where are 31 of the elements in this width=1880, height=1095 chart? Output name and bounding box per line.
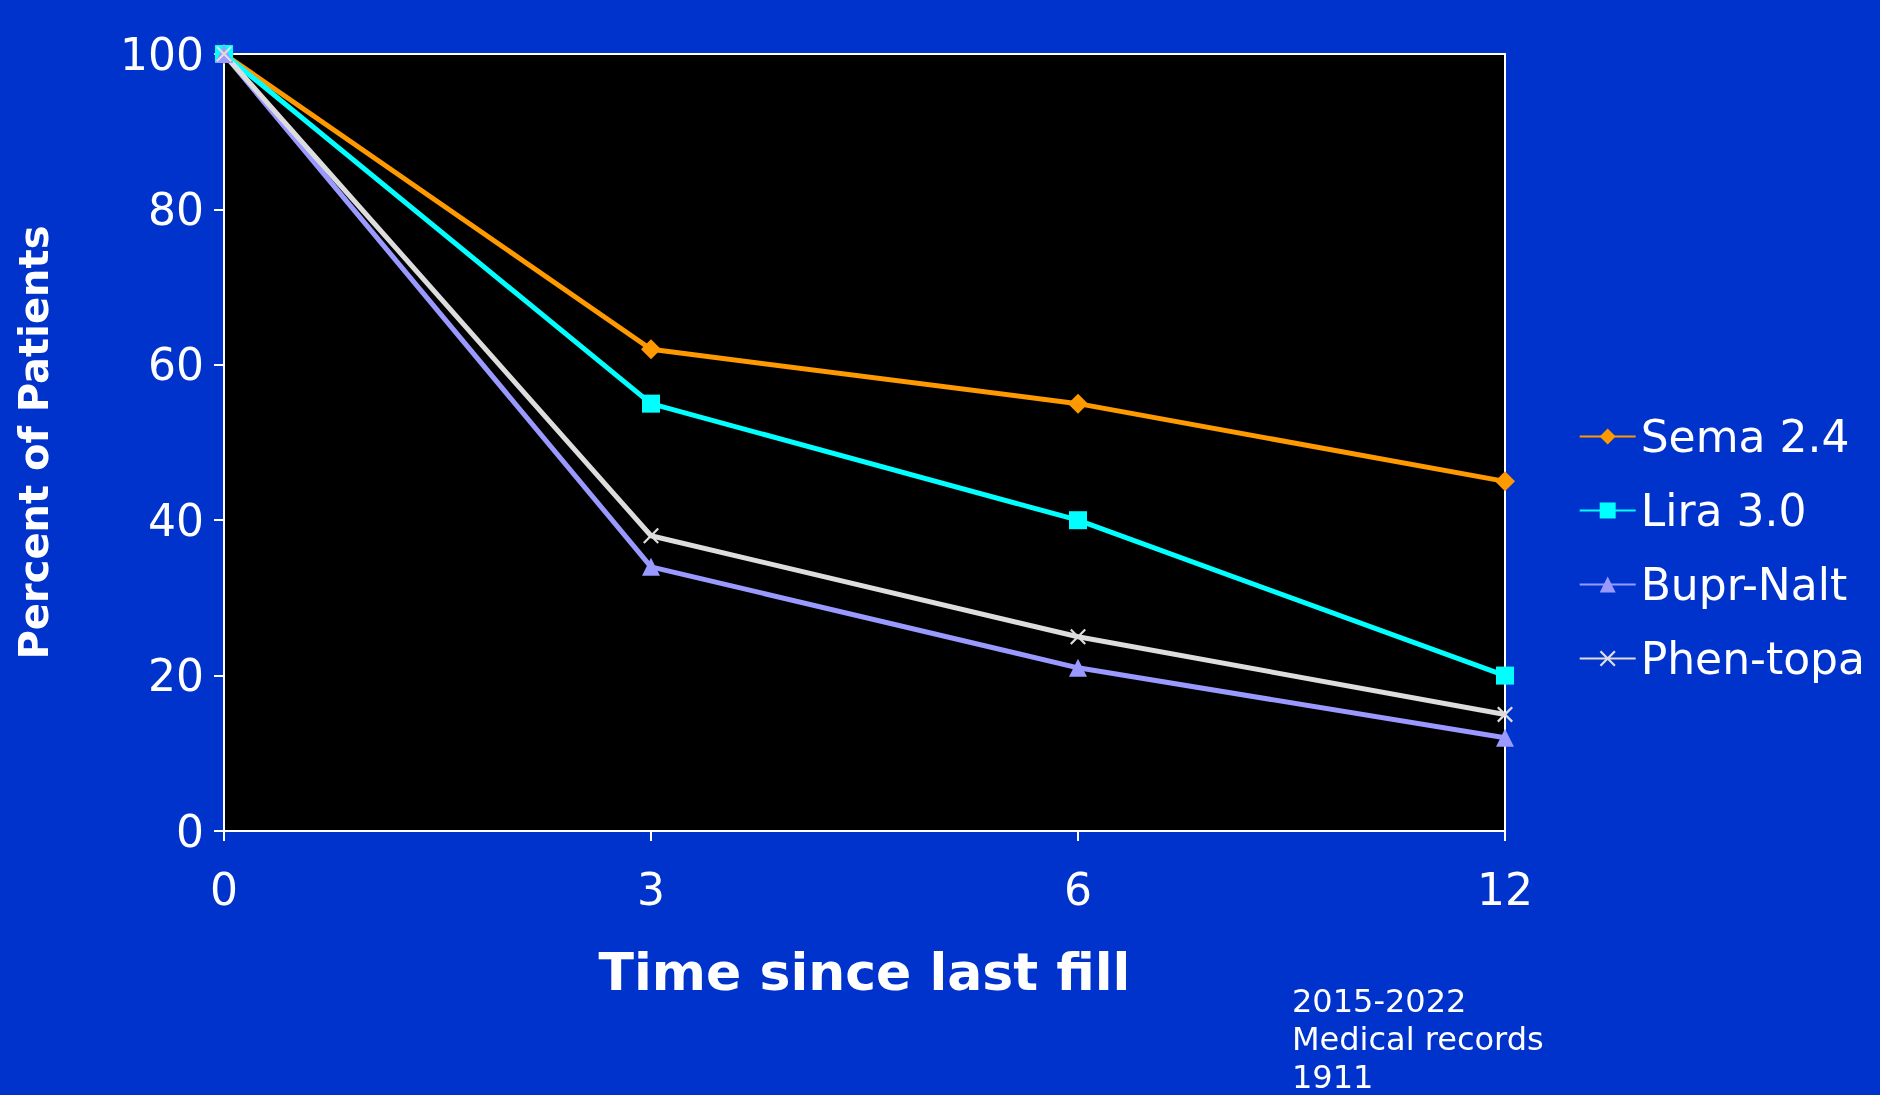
point bbox=[1496, 666, 1514, 685]
legend-label: Sema 2.4 bbox=[1640, 411, 1850, 462]
point bbox=[1495, 471, 1515, 492]
y-tick-label: 0 bbox=[176, 805, 204, 857]
y-tick-label: 20 bbox=[148, 650, 204, 702]
y-tick-label: 80 bbox=[148, 183, 204, 235]
x-tick-label: 3 bbox=[637, 863, 665, 915]
point bbox=[1070, 628, 1086, 645]
y-axis-title: Percent of Patients bbox=[11, 225, 57, 660]
point bbox=[642, 557, 660, 576]
point bbox=[1069, 511, 1087, 530]
y-tick-label: 100 bbox=[120, 28, 204, 80]
x-axis-title: Time since last fill bbox=[598, 942, 1131, 1002]
legend-label: Lira 3.0 bbox=[1640, 485, 1807, 536]
text: 2015-2022 bbox=[1292, 982, 1467, 1020]
point bbox=[641, 339, 661, 360]
point bbox=[1497, 706, 1513, 723]
text: Medical records bbox=[1292, 1020, 1544, 1058]
x-tick-label: 12 bbox=[1477, 863, 1533, 915]
point bbox=[1068, 393, 1088, 414]
point bbox=[642, 394, 660, 413]
point bbox=[643, 527, 659, 544]
text: 1911 bbox=[1292, 1058, 1374, 1095]
point bbox=[1496, 728, 1514, 747]
point bbox=[1069, 658, 1087, 677]
legend-label: Bupr-Nalt bbox=[1640, 559, 1848, 610]
x-tick-label: 6 bbox=[1064, 863, 1092, 915]
y-tick-label: 40 bbox=[148, 494, 204, 546]
x-tick-label: 0 bbox=[210, 863, 238, 915]
y-tick-label: 60 bbox=[148, 339, 204, 391]
legend-label: Phen-topa bbox=[1640, 633, 1866, 684]
